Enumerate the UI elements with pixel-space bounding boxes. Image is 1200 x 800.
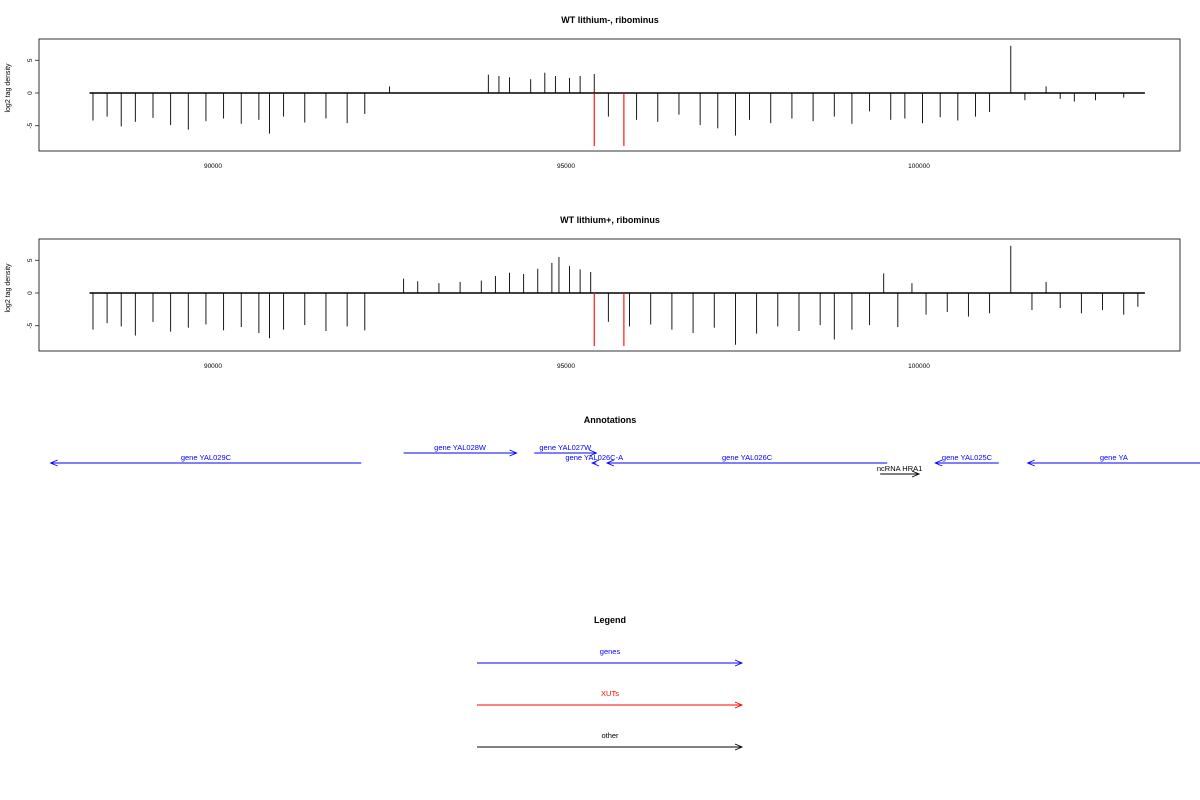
legend-arrowhead	[734, 743, 744, 751]
feature-label: gene YAL026C-A	[565, 453, 623, 462]
feature-label: gene YAL029C	[181, 453, 232, 462]
annotation-feature: gene YAL027W	[534, 443, 598, 457]
x-tick-label: 95000	[557, 163, 575, 170]
x-ticks: 90000 95000 100000	[204, 163, 930, 170]
x-tick-label: 100000	[908, 363, 930, 370]
x-tick-label: 100000	[908, 163, 930, 170]
feature-arrowhead	[49, 459, 58, 467]
legend-title: Legend	[594, 615, 626, 625]
y-tick-label: 5	[27, 258, 34, 262]
legend-item: XUTs	[477, 689, 744, 709]
density-bars	[89, 245, 1145, 347]
legend-label: other	[601, 731, 619, 740]
panel-title: WT lithium-, ribominus	[561, 15, 659, 25]
annotation-feature: gene YA	[1026, 453, 1200, 467]
y-tick-label: -5	[27, 322, 34, 328]
legend-item: genes	[477, 647, 744, 667]
feature-label: gene YAL025C	[942, 453, 993, 462]
panel-title: WT lithium+, ribominus	[560, 215, 660, 225]
feature-label: ncRNA HRA1	[877, 464, 922, 473]
annotations-track: Annotations gene YAL029C gene YAL028W gene…	[49, 415, 1200, 478]
x-tick-label: 95000	[557, 363, 575, 370]
x-tick-label: 90000	[204, 363, 222, 370]
annotations-title: Annotations	[584, 415, 637, 425]
feature-label: gene YAL026C	[722, 453, 773, 462]
feature-arrowhead	[589, 449, 598, 457]
annotation-feature: gene YAL026C-A	[565, 453, 623, 467]
y-axis-label: log2 tag density	[5, 63, 12, 113]
feature-arrowhead	[911, 470, 921, 478]
feature-arrowhead	[934, 459, 943, 467]
annotation-feature: gene YAL026C	[605, 453, 888, 467]
feature-arrowhead	[1026, 459, 1035, 467]
panel-wt-lithium-plus: WT lithium+, ribominus log2 tag density …	[5, 215, 1181, 370]
legend: Legend genes XUTs other	[477, 615, 744, 751]
x-tick-label: 90000	[204, 163, 222, 170]
y-tick-label: 0	[27, 91, 34, 95]
y-tick-label: 5	[27, 58, 34, 62]
annotation-feature: gene YAL029C	[49, 453, 362, 467]
y-ticks: -5 0 5	[27, 58, 39, 129]
panel-wt-lithium-minus: WT lithium-, ribominus log2 tag density …	[5, 15, 1181, 170]
legend-arrowhead	[734, 659, 744, 667]
feature-label: gene YA	[1100, 453, 1128, 462]
y-axis-label: log2 tag density	[5, 263, 12, 313]
annotation-feature: ncRNA HRA1	[877, 464, 922, 478]
feature-label: gene YAL028W	[434, 443, 487, 452]
y-tick-label: -5	[27, 122, 34, 128]
legend-label: genes	[600, 647, 621, 656]
density-bars	[89, 45, 1145, 147]
legend-items: genes XUTs other	[477, 647, 744, 751]
legend-arrowhead	[734, 701, 744, 709]
feature-arrowhead	[509, 449, 518, 457]
feature-arrowhead	[605, 459, 615, 467]
legend-item: other	[477, 731, 744, 751]
x-ticks: 90000 95000 100000	[204, 363, 930, 370]
feature-arrowhead	[590, 459, 600, 467]
feature-label: gene YAL027W	[539, 443, 592, 452]
y-ticks: -5 0 5	[27, 258, 39, 329]
annotation-feature: gene YAL028W	[403, 443, 518, 457]
legend-label: XUTs	[601, 689, 619, 698]
plot-frame	[38, 38, 1181, 152]
plot-frame	[38, 238, 1181, 352]
annotation-feature: gene YAL025C	[934, 453, 999, 467]
y-tick-label: 0	[27, 291, 34, 295]
